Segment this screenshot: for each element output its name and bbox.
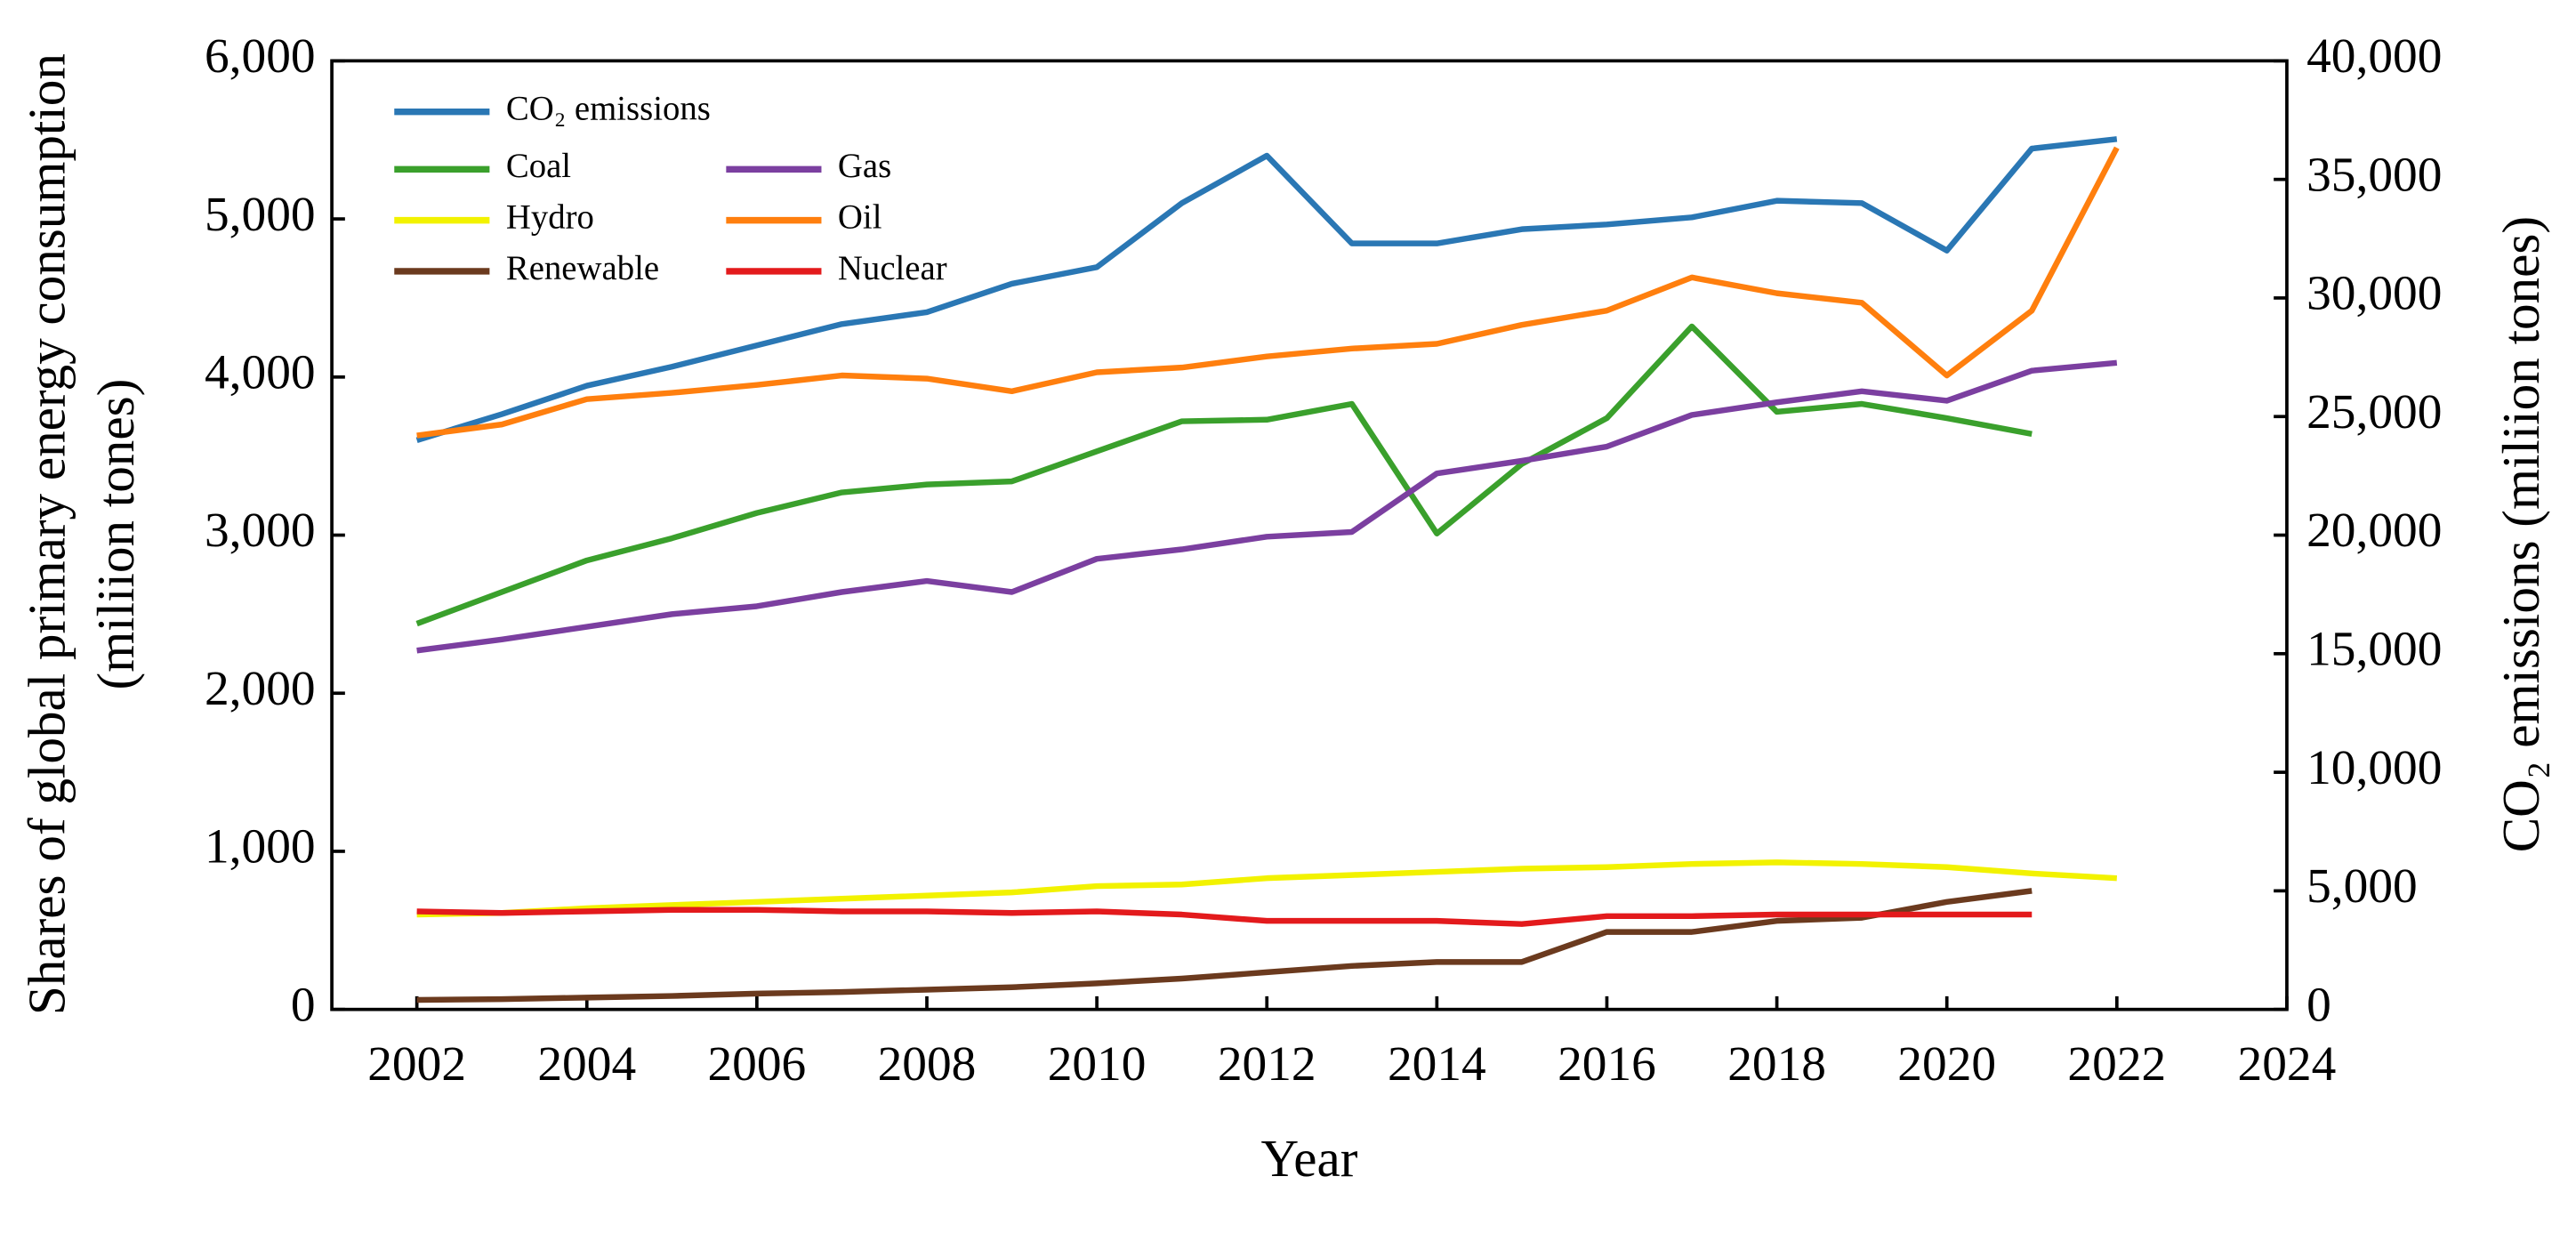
y-tick-label: 3,000 [205, 503, 316, 557]
x-axis-label: Year [1261, 1129, 1358, 1188]
y-tick-label: 1,000 [205, 819, 316, 874]
legend-label: Renewable [506, 249, 659, 287]
x-tick-label: 2008 [878, 1036, 977, 1091]
x-tick-label: 2022 [2067, 1036, 2166, 1091]
y2-tick-label: 10,000 [2306, 740, 2442, 794]
series-line [416, 888, 2033, 1003]
y-tick-label: 2,000 [205, 661, 316, 715]
series-line [415, 136, 2118, 443]
x-tick-label: 2002 [367, 1036, 466, 1091]
legend-label: Coal [506, 147, 571, 185]
y2-tick-label: 40,000 [2306, 28, 2442, 83]
legend-label: Gas [838, 147, 891, 185]
y2-axis-label: CO₂ emissions (miliion tones) [2491, 216, 2550, 852]
y2-tick-label: 20,000 [2306, 503, 2442, 557]
legend-label: CO₂ emissions [506, 90, 711, 128]
legend-label: Oil [838, 198, 882, 237]
y-tick-label: 6,000 [205, 28, 316, 83]
x-tick-label: 2010 [1048, 1036, 1147, 1091]
x-tick-label: 2024 [2238, 1036, 2337, 1091]
y2-tick-label: 30,000 [2306, 266, 2442, 320]
y-tick-label: 0 [291, 977, 316, 1031]
x-tick-label: 2006 [707, 1036, 806, 1091]
series-line [416, 907, 2033, 927]
y-axis-label: (miliion tones) [86, 379, 145, 690]
x-tick-label: 2020 [1897, 1036, 1996, 1091]
y2-tick-label: 5,000 [2306, 858, 2418, 913]
y-tick-label: 4,000 [205, 345, 316, 399]
y-tick-label: 5,000 [205, 187, 316, 241]
y2-tick-label: 15,000 [2306, 622, 2442, 676]
x-tick-label: 2018 [1727, 1036, 1826, 1091]
y-axis-label: Shares of global primary energy consumpt… [18, 53, 76, 1015]
series-line [415, 323, 2033, 627]
legend-label: Nuclear [838, 249, 947, 287]
x-tick-label: 2012 [1218, 1036, 1316, 1091]
y2-tick-label: 0 [2306, 977, 2331, 1031]
y2-tick-label: 25,000 [2306, 384, 2442, 439]
legend-label: Hydro [506, 198, 594, 237]
x-tick-label: 2004 [537, 1036, 636, 1091]
series-line [416, 146, 2120, 439]
series-line [416, 859, 2117, 918]
x-tick-label: 2016 [1558, 1036, 1656, 1091]
series-line [416, 359, 2118, 654]
y2-tick-label: 35,000 [2306, 147, 2442, 201]
x-tick-label: 2014 [1388, 1036, 1486, 1091]
